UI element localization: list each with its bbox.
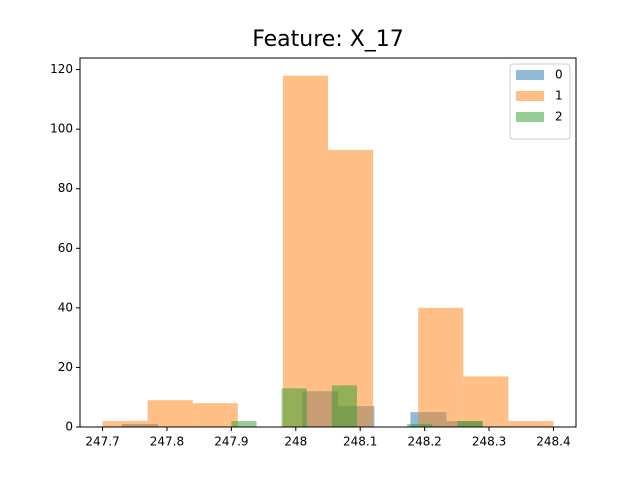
plot-frame bbox=[79, 57, 577, 428]
legend-swatch bbox=[516, 91, 544, 101]
bar bbox=[328, 150, 374, 427]
bar bbox=[102, 421, 148, 427]
y-tick-label: 0 bbox=[65, 420, 73, 434]
x-tick-label: 248.4 bbox=[536, 435, 570, 449]
y-tick-label: 120 bbox=[50, 62, 73, 76]
x-tick-label: 247.7 bbox=[85, 435, 119, 449]
x-tick-label: 248 bbox=[284, 435, 307, 449]
legend-label: 2 bbox=[555, 110, 563, 124]
y-tick-label: 40 bbox=[58, 300, 73, 314]
x-tick-label: 248.1 bbox=[343, 435, 377, 449]
bar bbox=[418, 307, 464, 427]
y-tick-label: 100 bbox=[50, 122, 73, 136]
bar bbox=[463, 376, 509, 427]
bar bbox=[407, 424, 433, 427]
legend-swatch bbox=[516, 70, 544, 80]
x-tick-label: 247.8 bbox=[150, 435, 184, 449]
bar bbox=[281, 388, 307, 427]
legend-swatch bbox=[516, 112, 544, 122]
y-tick-label: 20 bbox=[58, 360, 73, 374]
chart-title: Feature: X_17 bbox=[252, 27, 404, 52]
bar bbox=[331, 385, 357, 427]
x-tick-label: 248.2 bbox=[407, 435, 441, 449]
y-tick-label: 80 bbox=[58, 181, 73, 195]
legend-label: 1 bbox=[555, 89, 563, 103]
bar bbox=[192, 403, 238, 427]
bar bbox=[231, 421, 257, 427]
bar bbox=[147, 400, 193, 427]
bar bbox=[282, 75, 328, 428]
x-tick-label: 247.9 bbox=[214, 435, 248, 449]
y-tick-label: 60 bbox=[58, 241, 73, 255]
x-tick-label: 248.3 bbox=[472, 435, 506, 449]
bar bbox=[508, 421, 554, 427]
legend-label: 0 bbox=[555, 68, 563, 82]
bar bbox=[457, 421, 483, 427]
